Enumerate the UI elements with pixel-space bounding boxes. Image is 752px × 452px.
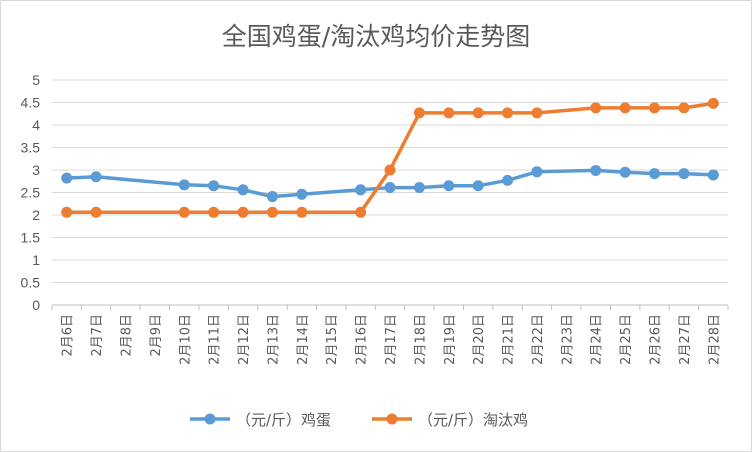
data-point xyxy=(413,182,425,194)
legend: （元/斤）鸡蛋 （元/斤）淘汰鸡 xyxy=(190,411,528,429)
x-tick-label: 2月18日 xyxy=(413,314,428,365)
data-point xyxy=(384,164,396,176)
x-tick-label: 2月7日 xyxy=(90,314,105,357)
chart-title: 全国鸡蛋/淘汰鸡均价走势图 xyxy=(222,22,530,51)
y-tick-label: 0.5 xyxy=(21,275,41,291)
data-point xyxy=(531,166,543,178)
x-tick-label: 2月22日 xyxy=(531,314,546,365)
data-point xyxy=(531,107,543,119)
x-tick-label: 2月15日 xyxy=(325,314,340,365)
data-point xyxy=(649,102,661,114)
x-tick-label: 2月11日 xyxy=(208,314,223,365)
x-axis: 2月6日 2月7日 2月8日 2月9日 2月10日 2月11日 2月12日 2月13日 2月14… xyxy=(51,304,729,365)
x-tick-label: 2月20日 xyxy=(472,314,487,365)
x-tick-label: 2月17日 xyxy=(384,314,399,365)
data-point xyxy=(413,107,425,119)
legend-label-1: （元/斤）淘汰鸡 xyxy=(418,411,528,429)
y-tick-label: 1.5 xyxy=(21,230,41,246)
data-point xyxy=(590,102,602,114)
data-point xyxy=(502,174,514,186)
y-tick-label: 5 xyxy=(32,72,40,88)
data-point xyxy=(90,171,102,183)
x-tick-label: 2月27日 xyxy=(678,314,693,365)
x-tick-label: 2月10日 xyxy=(178,314,193,365)
y-tick-label: 4.5 xyxy=(21,95,41,111)
data-point xyxy=(502,107,514,119)
data-point xyxy=(266,206,278,218)
legend-marker-1 xyxy=(386,413,398,425)
data-point xyxy=(472,107,484,119)
x-tick-label: 2月13日 xyxy=(266,314,281,365)
y-tick-label: 2.5 xyxy=(21,185,41,201)
data-point xyxy=(208,206,220,218)
data-point xyxy=(707,97,719,109)
x-tick-label: 2月9日 xyxy=(149,314,164,357)
x-tick-label: 2月16日 xyxy=(355,314,370,365)
data-point xyxy=(707,169,719,181)
data-point xyxy=(208,180,220,192)
data-point xyxy=(296,188,308,200)
x-tick-label: 2月21日 xyxy=(502,314,517,365)
data-point xyxy=(237,206,249,218)
data-point xyxy=(678,168,690,180)
x-tick-label: 2月14日 xyxy=(296,314,311,365)
y-tick-label: 1 xyxy=(32,252,40,268)
y-tick-label: 3 xyxy=(32,162,40,178)
y-axis: 0 0.5 1 1.5 2 2.5 3 3.5 4 4.5 5 xyxy=(21,72,41,313)
x-tick-label: 2月6日 xyxy=(61,314,76,357)
x-tick-label: 2月25日 xyxy=(619,314,634,365)
x-tick-label: 2月19日 xyxy=(443,314,458,365)
data-point xyxy=(384,182,396,194)
y-tick-label: 0 xyxy=(32,297,40,313)
data-point xyxy=(266,191,278,203)
series-lines xyxy=(61,97,719,218)
x-tick-label: 2月26日 xyxy=(649,314,664,365)
legend-marker-0 xyxy=(204,413,216,425)
data-point xyxy=(61,206,73,218)
data-point xyxy=(443,107,455,119)
data-point xyxy=(296,206,308,218)
y-tick-label: 2 xyxy=(32,207,40,223)
y-tick-label: 3.5 xyxy=(21,140,41,156)
y-tick-label: 4 xyxy=(32,117,40,133)
legend-label-0: （元/斤）鸡蛋 xyxy=(236,411,331,429)
data-point xyxy=(443,180,455,192)
data-point xyxy=(649,168,661,180)
x-tick-label: 2月23日 xyxy=(560,314,575,365)
data-point xyxy=(178,206,190,218)
data-point xyxy=(90,206,102,218)
data-point xyxy=(237,184,249,196)
x-tick-label: 2月24日 xyxy=(590,314,605,365)
data-point xyxy=(619,166,631,178)
data-point xyxy=(678,102,690,114)
data-point xyxy=(178,179,190,191)
x-tick-label: 2月8日 xyxy=(119,314,134,357)
data-point xyxy=(61,172,73,184)
data-point xyxy=(472,180,484,192)
x-tick-label: 2月28日 xyxy=(707,314,722,365)
data-point xyxy=(619,102,631,114)
data-point xyxy=(355,206,367,218)
x-tick-label: 2月12日 xyxy=(237,314,252,365)
series-line-1 xyxy=(64,101,716,215)
data-point xyxy=(355,184,367,196)
data-point xyxy=(590,164,602,176)
